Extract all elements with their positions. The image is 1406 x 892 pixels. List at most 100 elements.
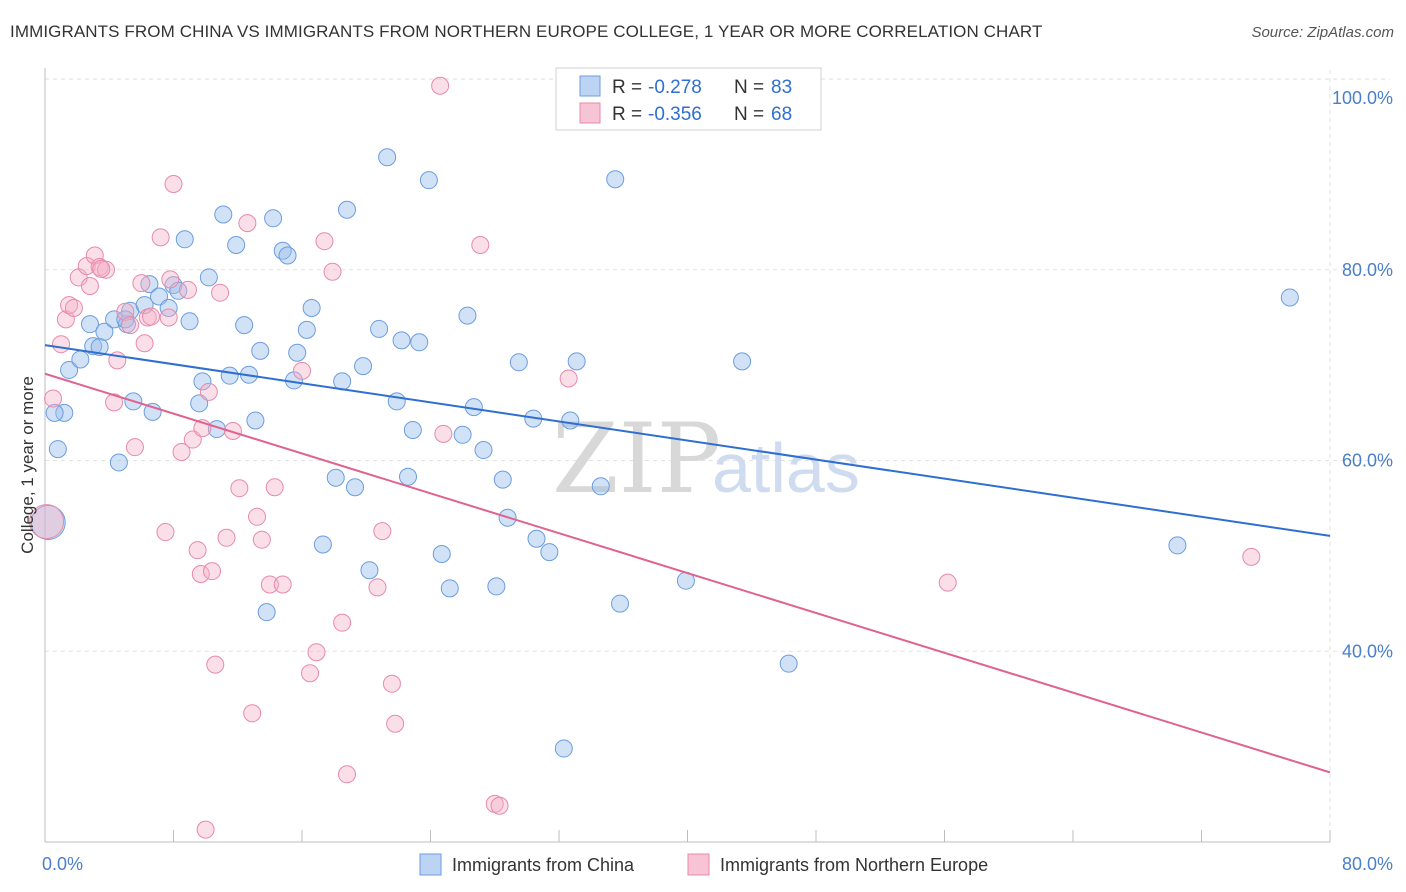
legend-n-value-china: 83: [771, 77, 792, 98]
europe-point-25: [172, 442, 191, 461]
y-tick-label-1: 60.0%: [1342, 451, 1393, 471]
europe-point-26: [178, 280, 197, 299]
china-point-32: [246, 411, 265, 430]
europe-point-0: [29, 504, 65, 540]
china-point-29: [227, 236, 246, 255]
legend-r-label-china: R =: [612, 77, 642, 98]
legend-r-value-europe: -0.356: [648, 104, 702, 125]
china-point-40: [302, 298, 321, 317]
europe-point-31: [199, 382, 218, 401]
europe-point-4: [60, 296, 79, 315]
china-point-8: [95, 322, 114, 341]
europe-point-65: [92, 259, 111, 278]
china-point-71: [567, 352, 586, 371]
correlation-legend: R = -0.278 N = 83 R = -0.356 N = 68: [555, 67, 822, 131]
axes: [44, 68, 1331, 843]
china-point-33: [251, 341, 270, 360]
europe-point-57: [434, 424, 453, 443]
china-point-46: [354, 357, 373, 376]
china-point-73: [606, 170, 625, 189]
china-point-49: [378, 148, 397, 167]
europe-point-15: [121, 316, 140, 335]
china-point-27: [214, 205, 233, 224]
watermark-atlas: atlas: [712, 429, 860, 507]
europe-point-21: [151, 228, 170, 247]
china-point-39: [297, 320, 316, 339]
x-tick-label-1: 80.0%: [1342, 854, 1393, 874]
legend-n-value-europe: 68: [771, 104, 792, 125]
china-point-21: [175, 230, 194, 249]
china-point-78: [1168, 536, 1187, 555]
europe-point-18: [135, 334, 154, 353]
china-point-22: [180, 312, 199, 331]
china-point-19: [164, 276, 183, 295]
china-point-34: [264, 209, 283, 228]
china-point-79: [1280, 288, 1299, 307]
china-point-52: [399, 467, 418, 486]
china-point-10: [109, 453, 128, 472]
series-legend-swatch-china: [419, 853, 442, 876]
europe-point-32: [203, 562, 222, 581]
series-legend: Immigrants from China Immigrants from No…: [419, 853, 988, 876]
europe-point-43: [265, 478, 284, 497]
europe-point-42: [260, 575, 279, 594]
europe-point-28: [188, 541, 207, 560]
europe-point-48: [315, 232, 334, 251]
china-point-67: [527, 529, 546, 548]
china-point-44: [337, 200, 356, 219]
europe-point-8: [80, 277, 99, 296]
legend-swatch-europe: [579, 102, 601, 124]
y-tick-label-2: 80.0%: [1342, 260, 1393, 280]
europe-point-1: [44, 389, 63, 408]
watermark: ZIP atlas: [552, 403, 860, 515]
y-tick-label-3: 100.0%: [1332, 88, 1393, 108]
europe-point-29: [191, 565, 210, 584]
europe-point-5: [64, 298, 83, 317]
china-point-72: [591, 477, 610, 496]
china-point-56: [432, 544, 451, 563]
china-point-50: [387, 392, 406, 411]
china-point-45: [346, 478, 365, 497]
europe-point-58: [471, 236, 490, 255]
china-point-69: [554, 739, 573, 758]
europe-point-33: [206, 655, 225, 674]
europe-point-12: [105, 393, 124, 412]
china-point-82: [116, 310, 135, 329]
europe-point-50: [333, 613, 352, 632]
europe-point-30: [196, 820, 215, 839]
china-point-57: [440, 579, 459, 598]
europe-point-34: [211, 283, 230, 302]
china-point-38: [288, 343, 307, 362]
europe-point-66: [159, 308, 178, 327]
china-point-55: [419, 171, 438, 190]
china-point-3: [60, 360, 79, 379]
trend-lines: [44, 344, 1331, 774]
y-tick-label-0: 40.0%: [1342, 641, 1393, 661]
europe-point-35: [217, 528, 236, 547]
china-point-68: [540, 543, 559, 562]
europe-point-49: [323, 262, 342, 281]
europe-trend-line: [44, 372, 1331, 774]
china-point-30: [235, 316, 254, 335]
europe-point-36: [223, 421, 242, 440]
europe-point-14: [116, 302, 135, 321]
china-point-54: [410, 333, 429, 352]
europe-point-24: [164, 174, 183, 193]
china-point-28: [220, 366, 239, 385]
europe-point-62: [559, 369, 578, 388]
source-credit: Source: ZipAtlas.com: [1251, 24, 1394, 41]
china-point-18: [159, 298, 178, 317]
china-point-58: [453, 425, 472, 444]
china-point-6: [84, 337, 103, 356]
china-point-24: [193, 372, 212, 391]
china-point-35: [273, 241, 292, 260]
europe-point-45: [293, 361, 311, 380]
china-point-65: [509, 353, 528, 372]
china-point-61: [474, 441, 493, 460]
legend-r-label-europe: R =: [612, 104, 642, 125]
europe-point-2: [52, 335, 71, 354]
china-point-2: [55, 403, 74, 422]
series-legend-label-china: Immigrants from China: [452, 855, 635, 875]
china-point-81: [45, 403, 64, 422]
legend-swatch-china: [579, 75, 601, 97]
